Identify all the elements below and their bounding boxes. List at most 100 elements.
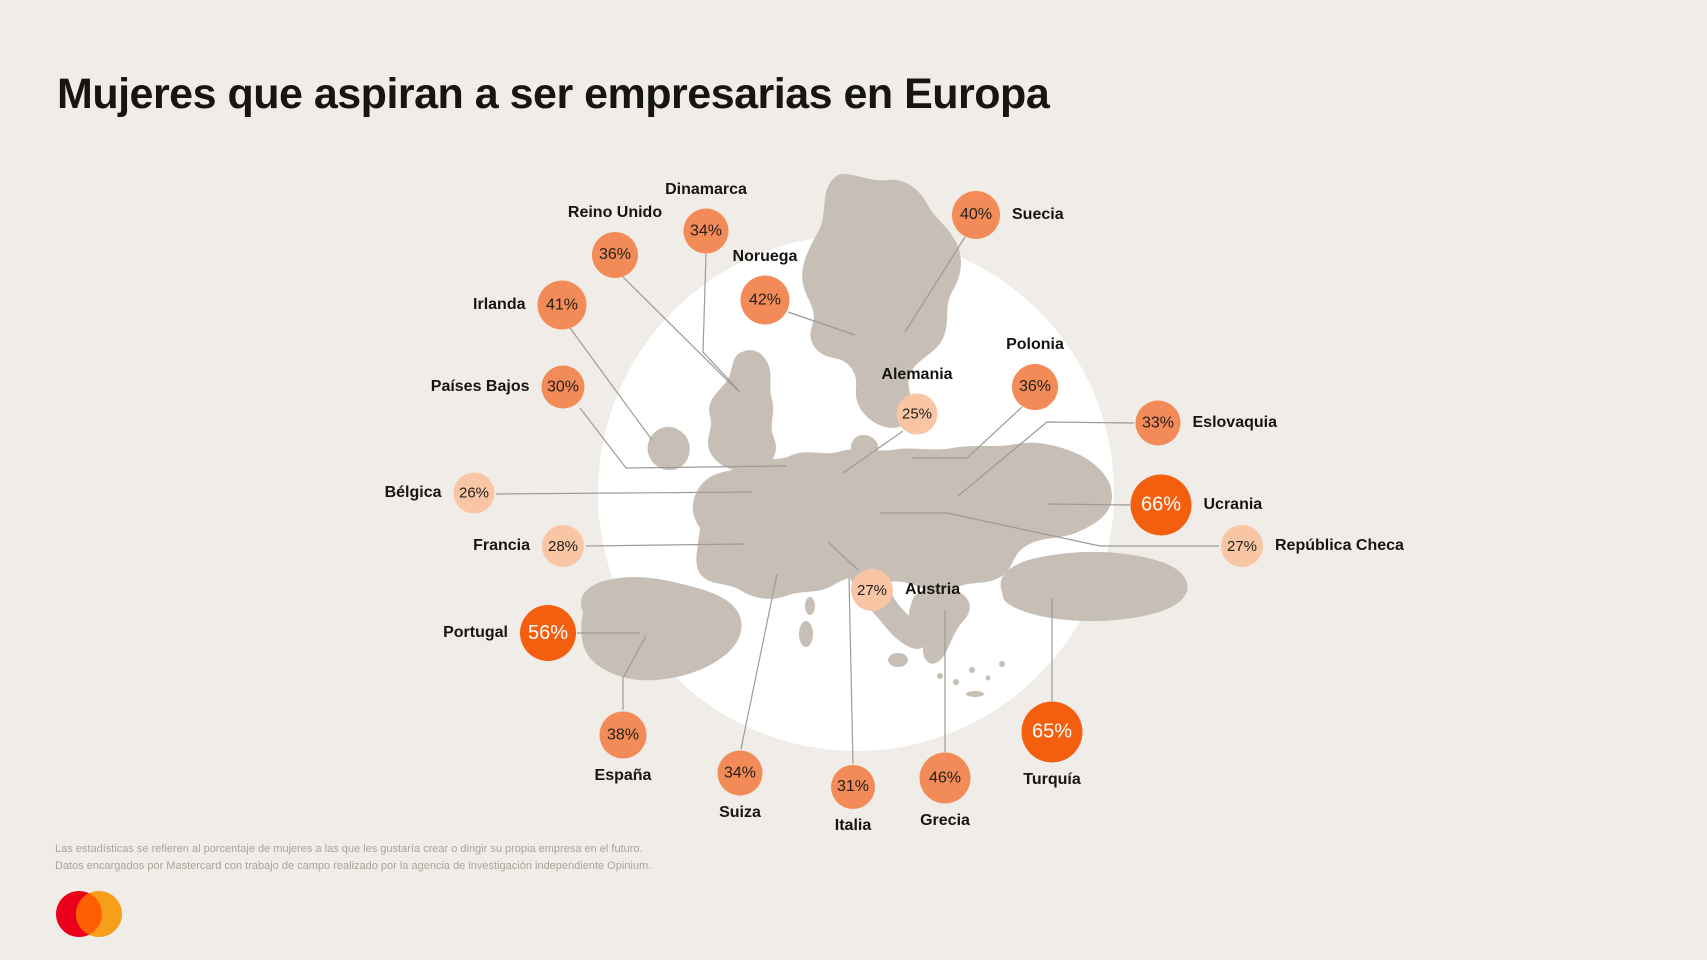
country-label-dinamarca: Dinamarca bbox=[665, 180, 747, 198]
bubble-value: 36% bbox=[598, 246, 632, 263]
leader-line-belgica bbox=[495, 491, 753, 495]
bubble-value: 31% bbox=[836, 778, 870, 795]
leader-line-italia bbox=[848, 577, 854, 765]
bubble-value: 66% bbox=[1140, 493, 1182, 516]
mastercard-logo bbox=[56, 891, 122, 937]
country-label-francia: Francia bbox=[473, 537, 530, 554]
country-bubble-espana: 38% bbox=[599, 711, 647, 759]
bubble-value: 26% bbox=[458, 484, 490, 502]
leader-lines bbox=[495, 236, 1219, 765]
footnote: Las estadísticas se refieren al porcenta… bbox=[55, 841, 651, 875]
leader-line-republica-checa bbox=[880, 512, 1219, 547]
country-bubble-grecia: 46% bbox=[919, 752, 971, 804]
country-bubble-alemania: 25% bbox=[896, 393, 938, 435]
country-label-ucrania: Ucrania bbox=[1203, 496, 1263, 513]
land-ireland bbox=[647, 426, 690, 471]
country-bubble-dinamarca: 34% bbox=[683, 208, 729, 254]
land-sardinia bbox=[799, 621, 813, 647]
country-label-alemania: Alemania bbox=[881, 365, 953, 383]
leader-line-ucrania bbox=[1047, 503, 1131, 506]
leader-line-alemania bbox=[842, 430, 904, 474]
land-balkans-greece bbox=[908, 586, 970, 664]
bubble-value: 36% bbox=[1018, 378, 1052, 395]
country-label-suecia: Suecia bbox=[1012, 206, 1064, 223]
leader-line-noruega bbox=[787, 311, 856, 336]
land-corsica bbox=[805, 597, 815, 615]
leader-line-francia bbox=[585, 543, 745, 547]
country-label-reino-unido: Reino Unido bbox=[567, 204, 663, 221]
country-bubble-belgica: 26% bbox=[453, 472, 495, 514]
bubble-value: 56% bbox=[527, 621, 569, 644]
country-bubble-irlanda: 41% bbox=[537, 280, 587, 330]
country-bubble-reino-unido: 36% bbox=[592, 232, 638, 278]
bubble-value: 27% bbox=[1226, 537, 1258, 555]
bubble-value: 38% bbox=[606, 726, 640, 743]
country-bubble-turquia: 65% bbox=[1021, 701, 1083, 763]
country-bubble-italia: 31% bbox=[831, 765, 875, 809]
bubble-value: 34% bbox=[689, 222, 723, 239]
land-greek-island bbox=[953, 679, 959, 685]
country-label-portugal: Portugal bbox=[443, 624, 508, 641]
land-iberia bbox=[580, 577, 742, 681]
country-bubble-noruega: 42% bbox=[740, 275, 790, 325]
country-bubble-austria: 27% bbox=[851, 569, 893, 611]
country-label-espana: España bbox=[594, 766, 652, 784]
bubble-value: 33% bbox=[1141, 414, 1175, 431]
leader-line-austria bbox=[827, 541, 859, 571]
bubble-value: 41% bbox=[545, 296, 579, 313]
bubble-value: 65% bbox=[1031, 720, 1073, 743]
land-greek-island bbox=[937, 673, 943, 679]
land-scandinavia bbox=[802, 174, 961, 428]
country-label-grecia: Grecia bbox=[920, 811, 970, 829]
country-bubble-paises-bajos: 30% bbox=[541, 365, 585, 409]
country-label-italia: Italia bbox=[834, 817, 872, 834]
country-label-austria: Austria bbox=[905, 581, 961, 598]
country-bubble-polonia: 36% bbox=[1012, 364, 1058, 410]
leader-line-suiza bbox=[740, 573, 778, 750]
bubble-value: 34% bbox=[723, 764, 757, 781]
land-turkey bbox=[1000, 551, 1188, 622]
land-greek-island bbox=[969, 667, 975, 673]
country-label-belgica: Bélgica bbox=[384, 484, 442, 501]
bubble-value: 42% bbox=[748, 291, 782, 308]
footnote-line-1: Las estadísticas se refieren al porcenta… bbox=[55, 843, 643, 855]
leader-line-reino-unido bbox=[621, 275, 738, 391]
footnote-line-2: Datos encargados por Mastercard con trab… bbox=[55, 860, 652, 872]
bubble-value: 30% bbox=[546, 378, 580, 395]
land-greek-island bbox=[985, 675, 991, 681]
bubble-value: 28% bbox=[547, 537, 579, 555]
country-bubble-suiza: 34% bbox=[717, 750, 763, 796]
leader-line-eslovaquia bbox=[957, 421, 1135, 497]
country-bubble-suecia: 40% bbox=[952, 191, 1000, 239]
leader-line-irlanda bbox=[569, 327, 653, 441]
country-bubble-eslovaquia: 33% bbox=[1135, 400, 1181, 446]
country-label-eslovaquia: Eslovaquia bbox=[1192, 414, 1277, 431]
leader-line-paises-bajos bbox=[579, 407, 787, 469]
bubble-value: 46% bbox=[928, 769, 962, 786]
land-greek-island bbox=[999, 661, 1005, 667]
country-bubble-portugal: 56% bbox=[520, 605, 576, 661]
land-shapes bbox=[580, 174, 1188, 697]
country-bubble-republica-checa: 27% bbox=[1221, 525, 1263, 567]
land-crete bbox=[966, 691, 984, 697]
country-bubble-ucrania: 66% bbox=[1130, 474, 1192, 536]
leader-line-dinamarca bbox=[702, 253, 741, 393]
bubble-value: 40% bbox=[959, 206, 993, 223]
country-label-suiza: Suiza bbox=[719, 803, 761, 821]
leader-line-espana bbox=[622, 635, 647, 710]
bubble-value: 25% bbox=[901, 405, 933, 423]
land-great-britain bbox=[708, 350, 776, 472]
country-label-turquia: Turquía bbox=[1023, 770, 1081, 788]
bubble-value: 27% bbox=[856, 581, 888, 599]
country-label-polonia: Polonia bbox=[1006, 336, 1064, 353]
country-label-noruega: Noruega bbox=[732, 247, 798, 265]
country-label-paises-bajos: Países Bajos bbox=[430, 378, 530, 395]
land-continental-europe bbox=[692, 442, 1112, 599]
country-label-republica-checa: República Checa bbox=[1275, 537, 1404, 554]
leader-line-polonia bbox=[912, 406, 1023, 459]
country-label-irlanda: Irlanda bbox=[473, 296, 526, 313]
land-sicily bbox=[888, 653, 908, 667]
leader-line-suecia bbox=[904, 236, 966, 333]
